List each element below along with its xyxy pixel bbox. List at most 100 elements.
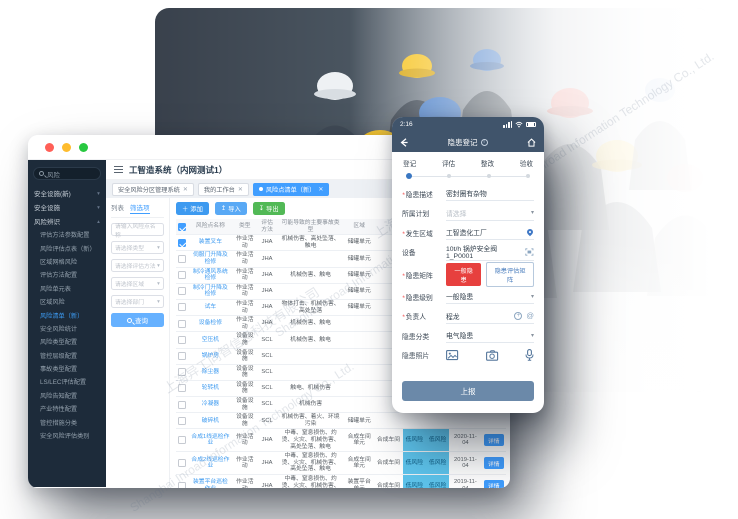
back-icon[interactable] xyxy=(400,137,408,147)
row-checkbox[interactable] xyxy=(178,436,187,445)
sidebar-item[interactable]: 管控措施分类 xyxy=(40,419,78,427)
risk-point-link[interactable]: 合成1线巡检作业 xyxy=(188,428,233,453)
sidebar-item[interactable]: 风险单元表 xyxy=(40,285,71,293)
filter-input[interactable]: 请输入风险点名称 xyxy=(111,223,164,239)
owner-field[interactable]: 程龙 + @ xyxy=(446,309,534,324)
sidebar-item[interactable]: 事故类型配置 xyxy=(40,366,78,374)
risk-point-link[interactable]: 除尘器 xyxy=(188,364,233,381)
risk-point-link[interactable]: 空压机 xyxy=(188,331,233,349)
app-tab[interactable]: 安全风险分区管理系统 ✕ xyxy=(112,182,194,196)
detail-button[interactable]: 详情 xyxy=(484,434,504,447)
scan-device-icon[interactable] xyxy=(525,248,534,256)
sidebar-item[interactable]: 产业特性配置 xyxy=(40,406,78,414)
sidebar-item[interactable]: 评估方法配置 xyxy=(40,272,78,280)
info-badge-icon[interactable]: i xyxy=(480,138,488,146)
row-checkbox[interactable] xyxy=(178,352,187,361)
risk-point-link[interactable]: 试车 xyxy=(188,299,233,317)
risk-point-link[interactable]: 破碎机 xyxy=(188,412,233,430)
sidebar-search-input[interactable]: 风险 xyxy=(33,167,101,180)
mic-add-icon[interactable] xyxy=(525,349,534,361)
filter-select[interactable]: 请选择区域 ▾ xyxy=(111,277,164,290)
risk-point-link[interactable]: 轮转机 xyxy=(188,380,233,398)
category-select[interactable]: 电气隐患 ▾ xyxy=(446,328,534,344)
sidebar-item[interactable]: 风险告知配置 xyxy=(40,392,78,400)
close-icon[interactable]: ✕ xyxy=(237,186,243,193)
sidebar-item[interactable]: 区域网格风险 xyxy=(40,258,78,266)
select-all-checkbox[interactable] xyxy=(178,222,187,231)
filter-select[interactable]: 请选择类型 ▾ xyxy=(111,241,164,254)
row-checkbox[interactable] xyxy=(178,271,187,280)
step-assess[interactable]: 评估 xyxy=(441,161,456,168)
detail-button[interactable]: 详情 xyxy=(484,457,504,470)
sidebar-item[interactable]: 风险评估点表（新） xyxy=(40,245,96,253)
camera-add-icon[interactable] xyxy=(485,350,499,361)
app-tab-active[interactable]: 风险点清单（新） ✕ xyxy=(252,182,330,196)
row-checkbox[interactable] xyxy=(178,319,187,328)
risk-point-link[interactable]: 锅炉房 xyxy=(188,348,233,365)
filter-select[interactable]: 请选择评估方法 ▾ xyxy=(111,259,164,272)
sidebar-item[interactable]: 安全风险评估类别 xyxy=(40,433,90,441)
mention-icon[interactable]: @ xyxy=(526,311,534,321)
export-button[interactable]: ↧ 导出 xyxy=(252,202,285,215)
risk-point-link[interactable]: 合成2线巡检作业 xyxy=(188,451,233,475)
submit-report-button[interactable]: 上报 xyxy=(402,381,534,401)
row-checkbox[interactable] xyxy=(178,335,187,344)
row-checkbox[interactable] xyxy=(178,238,187,247)
close-window-button[interactable] xyxy=(45,142,54,152)
device-field[interactable]: 10t/h 锅炉安全阀1_P0001 xyxy=(446,243,534,262)
sidebar-item[interactable]: 安全风险统计 xyxy=(40,325,78,333)
maximize-window-button[interactable] xyxy=(79,142,88,152)
query-button[interactable]: 查询 xyxy=(111,313,164,327)
row-checkbox[interactable] xyxy=(178,481,187,488)
home-icon[interactable] xyxy=(527,137,536,147)
filter-tab-list[interactable]: 列表 xyxy=(111,205,124,212)
step-accept[interactable]: 验收 xyxy=(519,161,533,168)
row-checkbox[interactable] xyxy=(178,459,187,468)
matrix-level-button[interactable]: 一般隐患 xyxy=(446,263,482,286)
filter-tab-criteria[interactable]: 筛选项 xyxy=(130,202,150,214)
sidebar-item[interactable]: 风险类型配置 xyxy=(40,339,78,347)
sidebar-item[interactable]: 风险清单（新） xyxy=(40,312,84,320)
risk-point-link[interactable]: 伺服门升降及检修 xyxy=(188,250,233,268)
row-checkbox[interactable] xyxy=(178,368,187,377)
sidebar-item[interactable]: 区域风险 xyxy=(40,299,65,307)
sidebar-group[interactable]: 安全设施 ▾ xyxy=(28,200,106,214)
sidebar-group-label: 安全设施 xyxy=(34,205,60,212)
step-register[interactable]: 登记 xyxy=(403,161,417,168)
risk-point-link[interactable]: 装置叉车 xyxy=(188,234,233,252)
area-field[interactable]: 工智造化工厂 xyxy=(446,225,535,241)
app-tab[interactable]: 我的工作台 ✕ xyxy=(197,182,249,196)
close-icon[interactable]: ✕ xyxy=(318,186,324,193)
matrix-evaluate-button[interactable]: 隐患评估矩阵 xyxy=(486,262,534,287)
risk-point-link[interactable]: 制冷门升降及检修 xyxy=(188,283,233,300)
risk-point-link[interactable]: 制冷通风系统检修 xyxy=(188,267,233,284)
sidebar-group[interactable]: 风险辨识 ▴ xyxy=(28,214,106,228)
row-checkbox[interactable] xyxy=(178,303,187,312)
description-field[interactable]: 密封圈有杂物 xyxy=(446,186,534,202)
detail-button[interactable]: 详情 xyxy=(484,479,504,488)
risk-point-link[interactable]: 冷凝器 xyxy=(188,396,233,414)
level-select[interactable]: 一般隐患 ▾ xyxy=(446,289,534,305)
row-checkbox[interactable] xyxy=(178,416,187,425)
sidebar-item[interactable]: 管控层级配置 xyxy=(40,352,78,360)
plan-select[interactable]: 请选择 ▾ xyxy=(446,206,534,221)
row-checkbox[interactable] xyxy=(178,287,187,296)
photo-add-icon[interactable] xyxy=(446,349,459,361)
add-person-icon[interactable]: + xyxy=(514,311,523,320)
import-button[interactable]: ↥ 导入 xyxy=(214,202,247,215)
menu-toggle-icon[interactable] xyxy=(114,166,123,173)
sidebar-item[interactable]: LS/LEC评估配置 xyxy=(40,379,87,387)
filter-select[interactable]: 请选择部门 ▾ xyxy=(111,295,164,308)
step-rectify[interactable]: 整改 xyxy=(480,161,495,168)
close-icon[interactable]: ✕ xyxy=(182,186,188,193)
sidebar-item[interactable]: 评估方法参数配置 xyxy=(40,232,90,240)
location-pin-icon[interactable] xyxy=(525,228,535,237)
add-button[interactable]: ＋添加 xyxy=(176,202,209,215)
row-checkbox[interactable] xyxy=(178,400,187,409)
risk-point-link[interactable]: 设备检修 xyxy=(188,315,233,333)
row-checkbox[interactable] xyxy=(178,384,187,393)
minimize-window-button[interactable] xyxy=(62,142,71,152)
row-checkbox[interactable] xyxy=(178,254,187,263)
sidebar-group[interactable]: 安全设施(新) ▾ xyxy=(28,186,106,200)
